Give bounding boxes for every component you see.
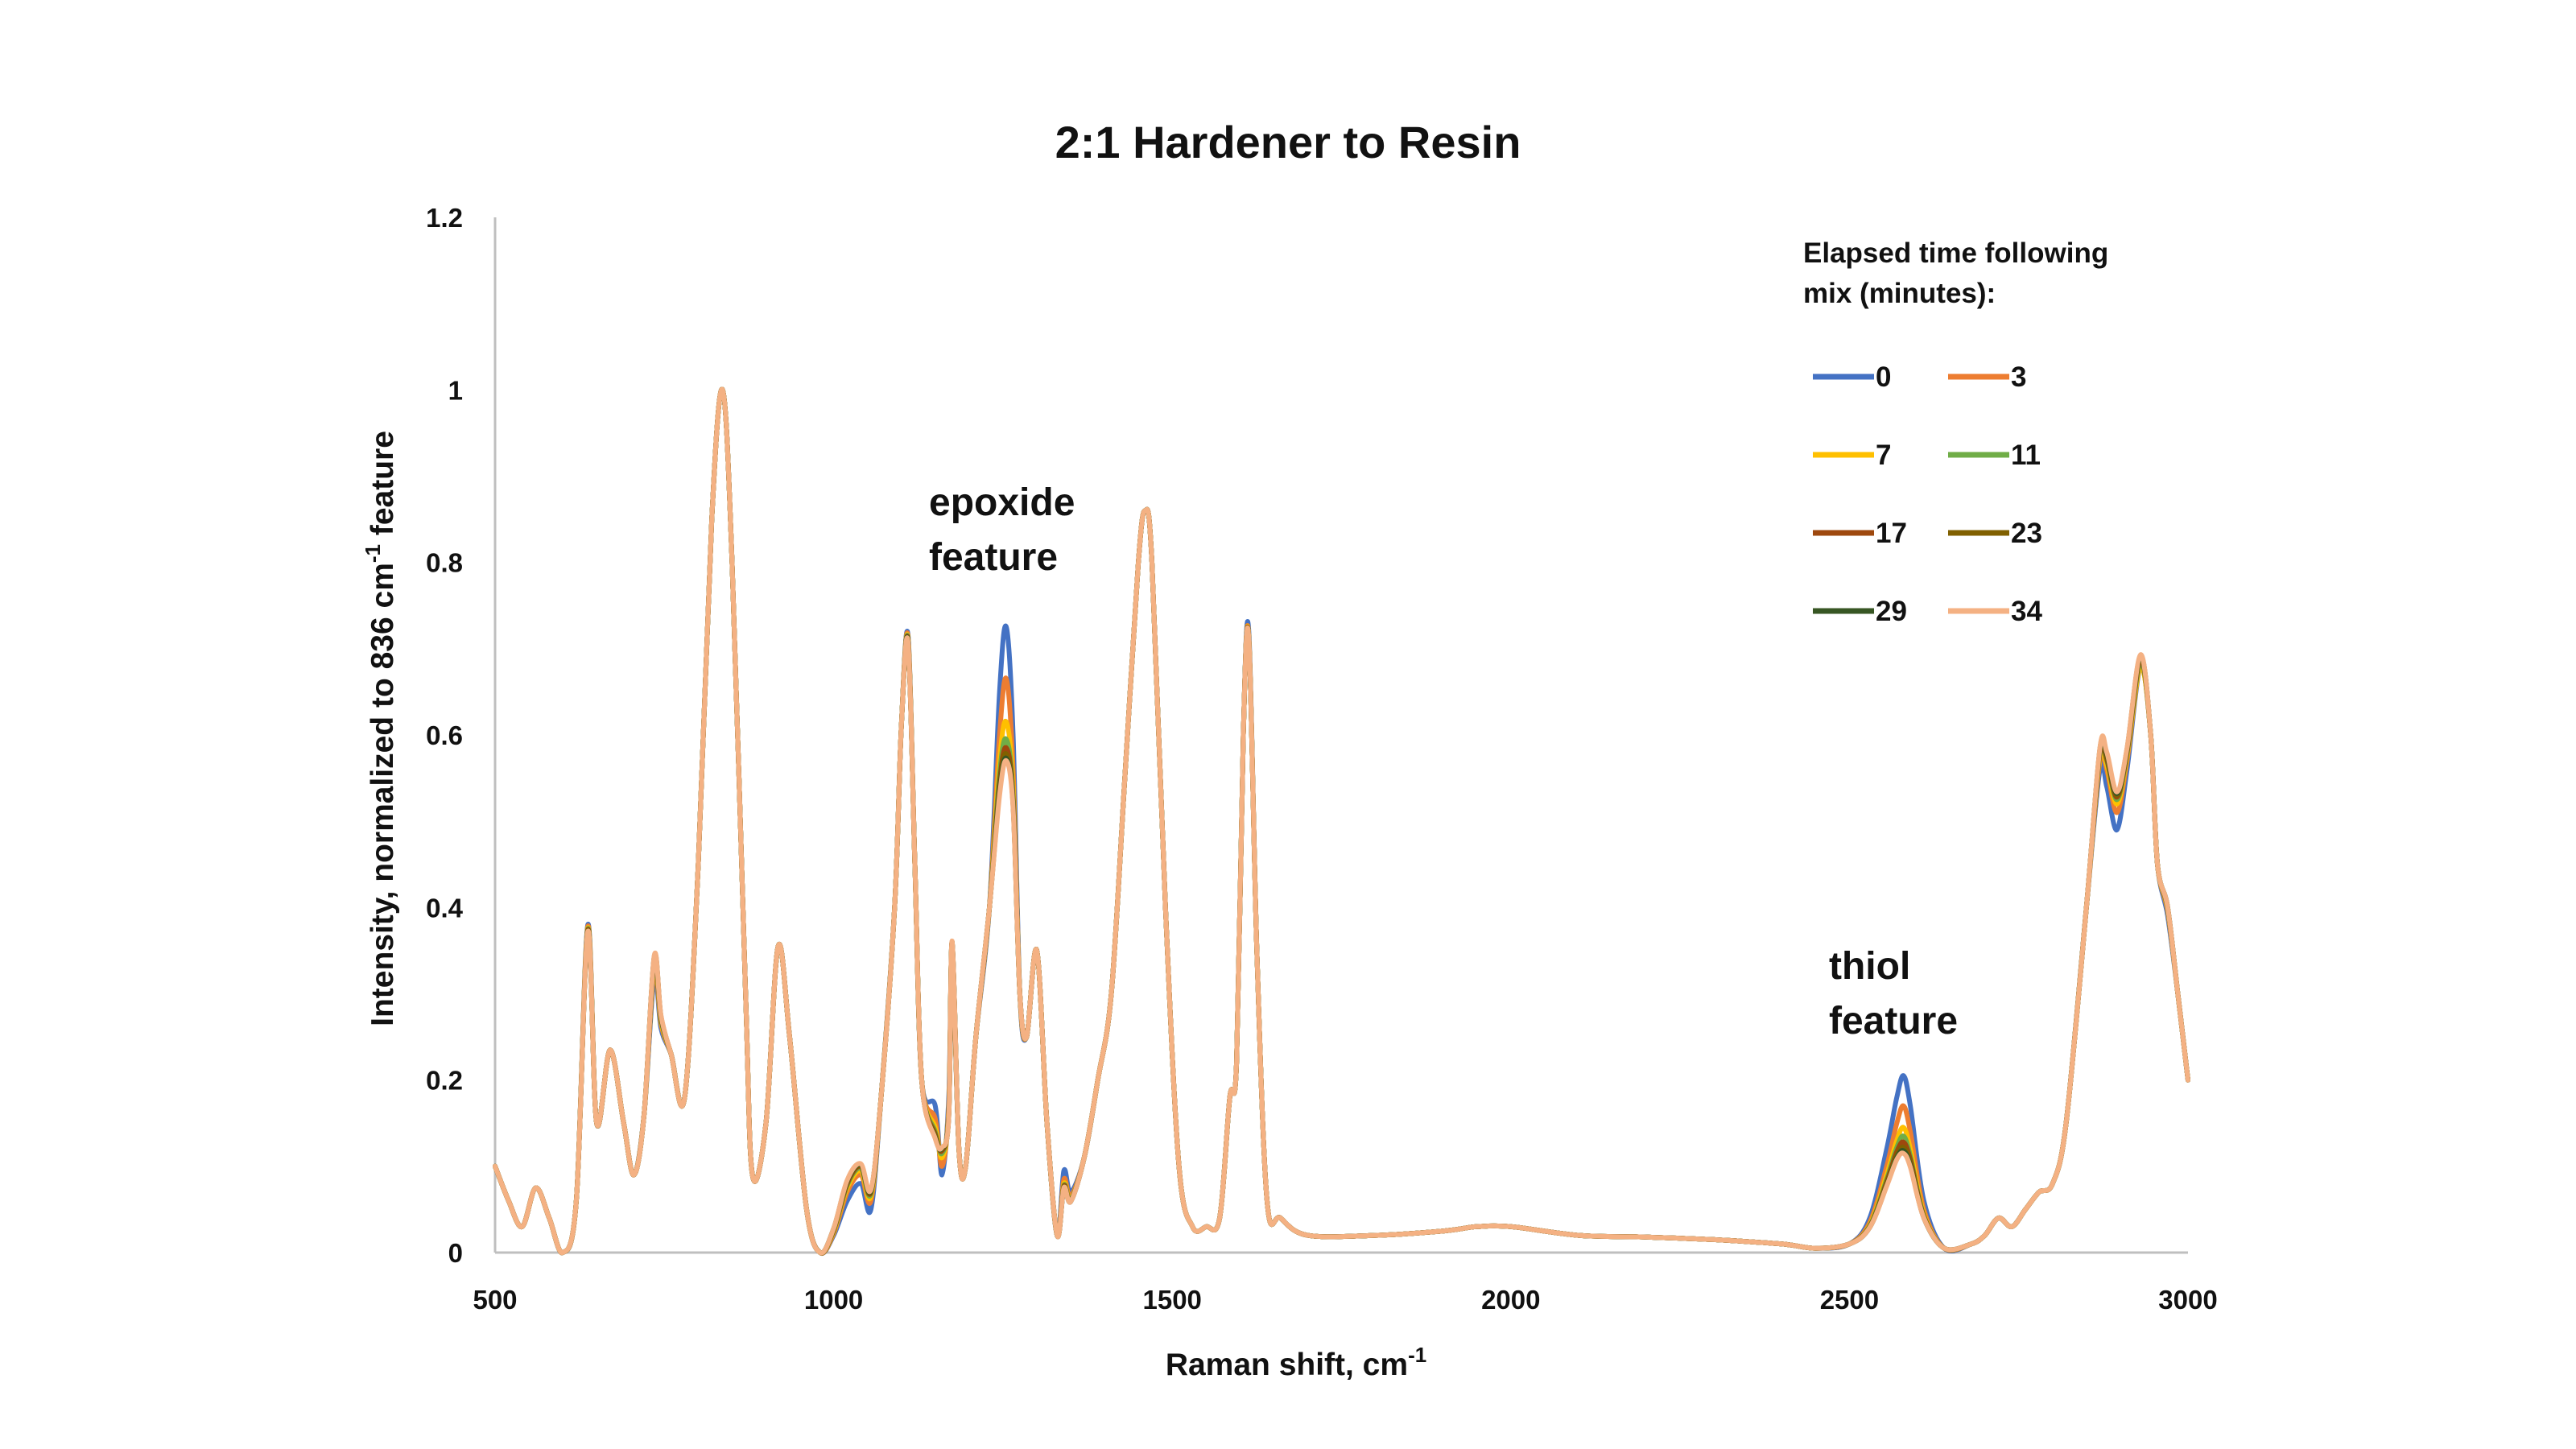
legend-label-34: 34 xyxy=(2011,596,2042,627)
legend-entries: 0 3 7 11 17 23 29 34 xyxy=(1813,361,2042,627)
annotation-thiol-line1: thiol xyxy=(1829,945,1910,988)
legend: Elapsed time following mix (minutes): 0 3… xyxy=(1803,237,2108,627)
x-tick-label: 3000 xyxy=(2158,1285,2217,1315)
legend-label-17: 17 xyxy=(1876,518,1907,549)
annotation-epoxide-line2: feature xyxy=(929,536,1058,579)
y-tick-label: 1 xyxy=(448,375,463,405)
y-tick-label: 0.4 xyxy=(426,893,464,923)
x-tick-label: 1000 xyxy=(804,1285,863,1315)
legend-label-23: 23 xyxy=(2011,518,2042,549)
legend-label-11: 11 xyxy=(2011,440,2041,471)
legend-label-29: 29 xyxy=(1876,596,1907,627)
y-axis-label: Intensity, normalized to 836 cm-1 featur… xyxy=(361,431,400,1026)
x-axis-label-main: Raman shift, cm xyxy=(1166,1348,1408,1382)
legend-label-7: 7 xyxy=(1876,440,1891,471)
x-tick-label: 2500 xyxy=(1820,1285,1879,1315)
x-tick-label: 500 xyxy=(473,1285,517,1315)
annotation-thiol-line2: feature xyxy=(1829,1000,1958,1042)
y-tick-label: 1.2 xyxy=(426,203,463,233)
legend-title-line1: Elapsed time following xyxy=(1803,237,2108,269)
y-tick-label: 0 xyxy=(448,1238,463,1268)
y-axis-label-tail: feature xyxy=(365,431,400,544)
y-tick-label: 0.8 xyxy=(426,548,463,578)
chart-title: 2:1 Hardener to Resin xyxy=(1055,117,1521,167)
x-tick-labels: 500 1000 1500 2000 2500 3000 xyxy=(473,1285,2217,1315)
x-axis-label: Raman shift, cm-1 xyxy=(1166,1343,1426,1382)
y-tick-labels: 0 0.2 0.4 0.6 0.8 1 1.2 xyxy=(426,203,464,1268)
series-line-34 xyxy=(493,386,2190,1256)
legend-label-3: 3 xyxy=(2011,361,2026,393)
annotation-thiol: thiol feature xyxy=(1829,945,1958,1042)
x-axis-label-sup: -1 xyxy=(1408,1343,1426,1367)
annotation-epoxide: epoxide feature xyxy=(929,481,1075,579)
x-tick-label: 2000 xyxy=(1481,1285,1540,1315)
annotation-epoxide-line1: epoxide xyxy=(929,481,1075,524)
y-tick-label: 0.2 xyxy=(426,1066,463,1096)
legend-label-0: 0 xyxy=(1876,361,1891,393)
x-axis: 500 1000 1500 2000 2500 3000 xyxy=(473,1251,2218,1315)
legend-title-line2: mix (minutes): xyxy=(1803,278,1996,309)
y-axis-label-sup: -1 xyxy=(361,544,385,563)
y-axis-label-main: Intensity, normalized to 836 cm xyxy=(365,563,400,1026)
y-axis: 0 0.2 0.4 0.6 0.8 1 1.2 xyxy=(426,203,497,1268)
y-tick-label: 0.6 xyxy=(426,720,463,750)
x-tick-label: 1500 xyxy=(1142,1285,1201,1315)
series-lines xyxy=(493,386,2190,1257)
